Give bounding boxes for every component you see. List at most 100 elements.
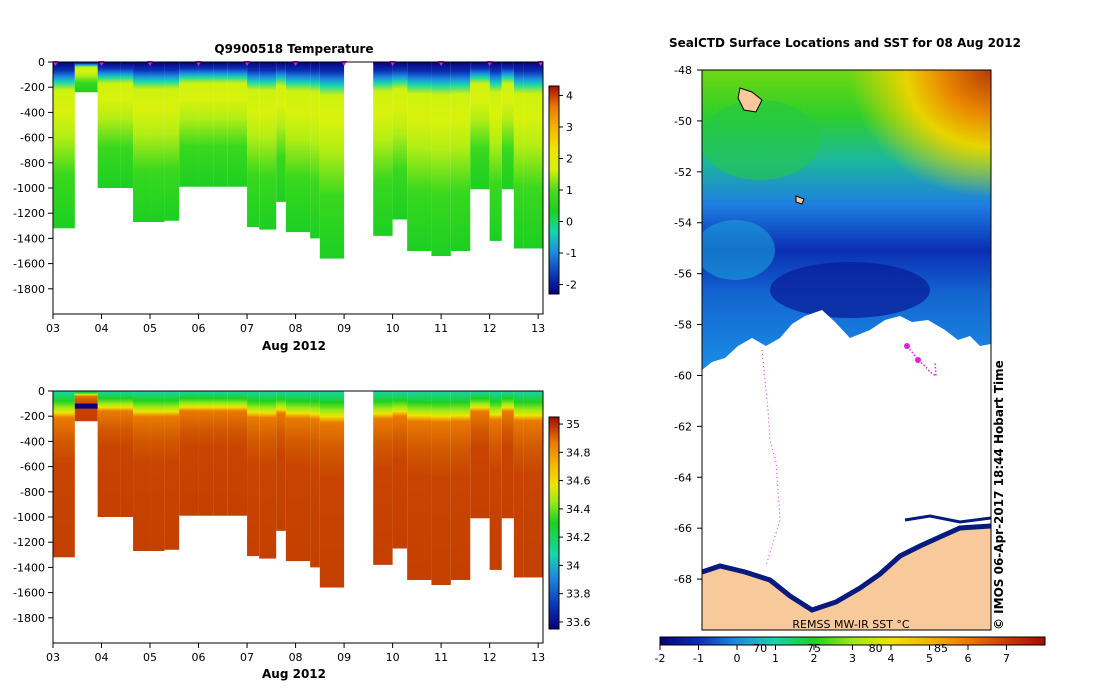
- profile-column: [513, 62, 524, 249]
- sst-colorbar-tick-label: 5: [926, 652, 933, 665]
- profile-column: [373, 62, 393, 236]
- y-tick-label: -1800: [13, 283, 45, 296]
- profile-column: [373, 391, 393, 565]
- antarctic-land: [702, 526, 991, 630]
- x-tick-label: 12: [483, 651, 497, 664]
- x-tick-label: 07: [240, 651, 254, 664]
- island: [737, 87, 763, 113]
- profile-column: [53, 391, 75, 558]
- colorbar-tick-label: 4: [566, 89, 573, 102]
- profile-column: [407, 391, 432, 580]
- profile-column: [431, 391, 451, 586]
- profile-column: [310, 62, 320, 239]
- profile-column: [276, 391, 286, 531]
- profile-column: [523, 62, 543, 249]
- x-tick-label: 12: [483, 322, 497, 335]
- profile-column: [213, 62, 228, 187]
- salinity-y-axis: 0 -200 -400 -600 -800 -1000 -1200 -1400 -1600 -18…: [13, 385, 53, 625]
- profile-column: [285, 391, 311, 562]
- salinity-x-axis: 03 04 05 06 07 08 09 10 11 12 13: [46, 643, 545, 664]
- profile-column: [501, 62, 514, 190]
- y-tick-label: -800: [20, 486, 45, 499]
- sst-colorbar-secondary-label: 80: [869, 642, 883, 655]
- profile-column: [213, 391, 228, 516]
- map-latitude-axis: -48 -50 -52 -54 -56 -58 -60 -62 -64 -66 -68: [674, 64, 702, 586]
- sst-colorbar-secondary-label: 75: [807, 642, 821, 655]
- y-tick-label: -400: [20, 435, 45, 448]
- x-tick-label: 08: [289, 651, 303, 664]
- x-tick-label: 06: [192, 322, 206, 335]
- salinity-x-label: Aug 2012: [262, 667, 326, 681]
- profile-column: [179, 62, 199, 187]
- seal-location: [904, 343, 910, 349]
- seal-track-west: [761, 349, 781, 567]
- sst-colorbar-tick-label: -2: [655, 652, 666, 665]
- profile-column: [97, 62, 121, 188]
- lat-tick-label: -58: [674, 319, 692, 332]
- colorbar-tick-label: 33.6: [566, 616, 591, 629]
- profile-column: [259, 391, 277, 559]
- colorbar-tick-label: 34.6: [566, 475, 591, 488]
- x-tick-label: 04: [95, 322, 109, 335]
- profile-column: [164, 62, 180, 221]
- salinity-panel: 0 -200 -400 -600 -800 -1000 -1200 -1400 -1600 -18…: [13, 385, 590, 681]
- profile-column: [247, 62, 260, 228]
- profile-column: [392, 62, 408, 220]
- sst-map-panel: SealCTD Surface Locations and SST for 08…: [655, 36, 1046, 665]
- x-tick-label: 03: [46, 651, 60, 664]
- colorbar-tick-label: -2: [566, 279, 577, 292]
- profile-column: [133, 391, 151, 552]
- profile-column: [470, 62, 490, 190]
- sst-colorbar-tick-label: 4: [888, 652, 895, 665]
- profile-column: [392, 391, 408, 549]
- profile-column: [310, 391, 320, 568]
- profile-column: [276, 62, 286, 202]
- map-frame: [701, 69, 992, 631]
- y-tick-label: -1600: [13, 587, 45, 600]
- sst-field: [702, 70, 991, 630]
- lat-tick-label: -62: [674, 420, 692, 433]
- lat-tick-label: -48: [674, 64, 692, 77]
- x-tick-label: 13: [531, 651, 545, 664]
- sst-colorbar-tick-label: -1: [693, 652, 704, 665]
- x-tick-label: 13: [531, 322, 545, 335]
- map-credit: © IMOS 06-Apr-2017 18:44 Hobart Time: [992, 360, 1006, 630]
- profile-column: [450, 391, 471, 580]
- x-tick-label: 08: [289, 322, 303, 335]
- y-tick-label: 0: [38, 385, 45, 398]
- y-tick-label: -1400: [13, 561, 45, 574]
- colorbar-tick-label: 0: [566, 216, 573, 229]
- lat-tick-label: -60: [674, 369, 692, 382]
- profile-column: [513, 391, 524, 578]
- colorbar-tick-label: 2: [566, 152, 573, 165]
- lat-tick-label: -54: [674, 217, 692, 230]
- profile-column: [97, 391, 121, 517]
- island: [795, 195, 805, 205]
- sst-colorbar: [659, 636, 1046, 646]
- y-tick-label: -1800: [13, 612, 45, 625]
- profile-column: [407, 62, 432, 251]
- x-tick-label: 06: [192, 651, 206, 664]
- sst-product-label: REMSS MW-IR SST °C: [792, 618, 910, 631]
- colorbar-tick-label: 3: [566, 121, 573, 134]
- x-tick-label: 04: [95, 651, 109, 664]
- x-tick-label: 03: [46, 322, 60, 335]
- profile-column: [227, 391, 248, 516]
- lat-tick-label: -50: [674, 115, 692, 128]
- seal-location: [915, 357, 921, 363]
- profile-column: [120, 391, 134, 517]
- y-tick-label: -400: [20, 106, 45, 119]
- lat-tick-label: -64: [674, 471, 692, 484]
- y-tick-label: -800: [20, 157, 45, 170]
- profile-column: [198, 62, 214, 187]
- profile-column: [259, 62, 277, 230]
- temperature-x-label: Aug 2012: [262, 339, 326, 353]
- profile-column: [227, 62, 248, 187]
- profile-column: [120, 62, 134, 188]
- salinity-field: [53, 391, 543, 588]
- lat-tick-label: -56: [674, 268, 692, 281]
- profile-column: [74, 62, 98, 93]
- profile-column: [150, 391, 165, 552]
- profile-column: [133, 62, 151, 223]
